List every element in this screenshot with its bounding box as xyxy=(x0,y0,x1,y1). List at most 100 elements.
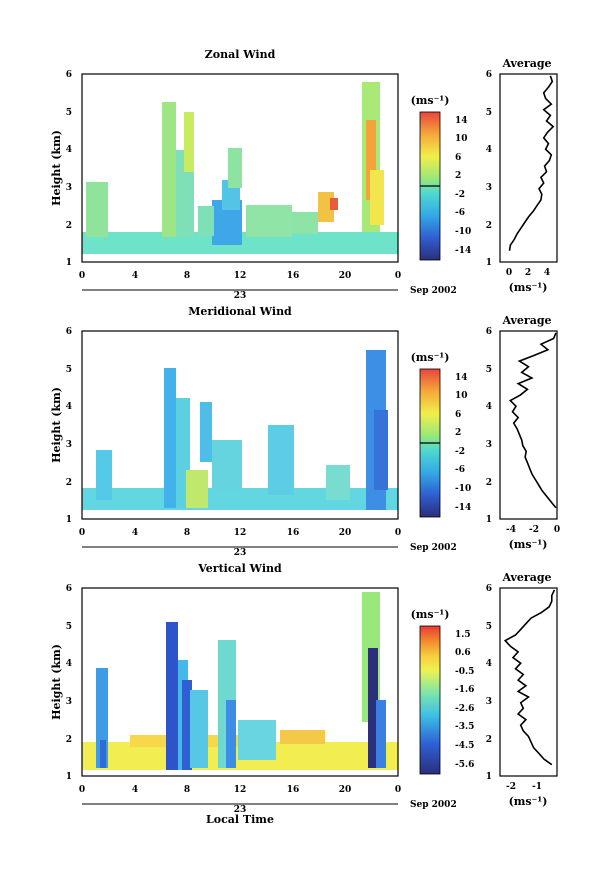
meridional-avg-profile-line xyxy=(508,332,557,509)
zonal-cb-ticks: 14 10 6 2 -2 -6 -10 -14 xyxy=(455,116,471,256)
meridional-ytick-2: 2 xyxy=(66,478,72,488)
meridional-ytick-3: 3 xyxy=(66,440,72,450)
zonal-avg-profile-line xyxy=(508,75,555,251)
vertical-avg-profile-line xyxy=(503,589,556,766)
meridional-avg-frame xyxy=(499,330,558,520)
vertical-xtick-8: 8 xyxy=(184,785,190,795)
meridional-y-ticks: 1 2 3 4 5 6 xyxy=(66,327,72,525)
vertical-x-ticks: 0 4 8 12 16 20 0 xyxy=(79,785,401,795)
meridional-wind-panel: Meridional Wind 1 2 3 4 5 6 0 4 8 xyxy=(50,305,560,558)
zonal-xtick-0: 0 xyxy=(79,271,85,281)
vertical-avg-title: Average xyxy=(501,571,551,584)
vertical-plot-frame xyxy=(81,587,399,777)
meridional-avg-title: Average xyxy=(501,314,551,327)
zonal-cb-unit: (ms⁻¹) xyxy=(411,94,450,107)
vertical-avg-yticks: 1 2 3 4 5 6 xyxy=(486,584,492,782)
vertical-day-label: 23 xyxy=(234,805,247,815)
zonal-ylabel: Height (km) xyxy=(50,130,63,206)
meridional-cbtick-5: -6 xyxy=(455,465,465,475)
meridional-xtick-16: 16 xyxy=(287,528,300,538)
zonal-ytick-2: 2 xyxy=(66,221,72,231)
vertical-xtick-16: 16 xyxy=(287,785,300,795)
meridional-ytick-4: 4 xyxy=(66,402,72,412)
vertical-ytick-6: 6 xyxy=(66,584,72,594)
meridional-xtick-20: 20 xyxy=(339,528,352,538)
zonal-xtick-8: 8 xyxy=(184,271,190,281)
zonal-day-label: 23 xyxy=(234,291,247,301)
meridional-avg-xlabel: (ms⁻¹) xyxy=(509,538,548,551)
vertical-cbtick-4: -2.6 xyxy=(455,704,474,714)
zonal-avg-ytick-1: 1 xyxy=(486,258,492,268)
vertical-y-ticks: 1 2 3 4 5 6 xyxy=(66,584,72,782)
vertical-xtick-24: 0 xyxy=(395,785,401,795)
meridional-avg-ytick-4: 4 xyxy=(486,402,492,412)
zonal-ytick-4: 4 xyxy=(66,145,72,155)
zonal-xtick-4: 4 xyxy=(132,271,138,281)
vertical-ytick-2: 2 xyxy=(66,735,72,745)
zonal-avg-xticks: 0 2 4 xyxy=(506,268,550,278)
vertical-ytick-4: 4 xyxy=(66,659,72,669)
zonal-avg-frame xyxy=(499,73,558,263)
vertical-avg-ytick-6: 6 xyxy=(486,584,492,594)
meridional-avg-yticks: 1 2 3 4 5 6 xyxy=(486,327,492,525)
vertical-ylabel: Height (km) xyxy=(50,644,63,720)
zonal-avg-yticks: 1 2 3 4 5 6 xyxy=(486,70,492,268)
vertical-xtick-12: 12 xyxy=(234,785,247,795)
zonal-xtick-24: 0 xyxy=(395,271,401,281)
vertical-title: Vertical Wind xyxy=(197,562,282,575)
meridional-avg-xtick-0: 0 xyxy=(554,525,560,535)
zonal-avg-xtick-4: 4 xyxy=(544,268,550,278)
vertical-ytick-1: 1 xyxy=(66,772,72,782)
meridional-cbtick-2: 6 xyxy=(455,410,461,420)
meridional-title: Meridional Wind xyxy=(188,305,292,318)
zonal-cbtick-4: -2 xyxy=(455,190,465,200)
vertical-cbtick-7: -5.6 xyxy=(455,760,474,770)
zonal-avg-title: Average xyxy=(501,57,551,70)
meridional-cbtick-3: 2 xyxy=(455,428,461,438)
vertical-date-label: Sep 2002 xyxy=(410,800,457,810)
zonal-cbtick-5: -6 xyxy=(455,208,465,218)
zonal-avg-ytick-5: 5 xyxy=(486,108,492,118)
vertical-colorbar xyxy=(419,625,441,775)
meridional-cbtick-4: -2 xyxy=(455,447,465,457)
meridional-cbtick-7: -14 xyxy=(455,503,471,513)
meridional-avg-xtick-m4: -4 xyxy=(506,525,516,535)
meridional-avg-xticks: -4 -2 0 xyxy=(506,525,560,535)
zonal-cbtick-2: 6 xyxy=(455,153,461,163)
zonal-date-label: Sep 2002 xyxy=(410,286,457,296)
zonal-xtick-20: 20 xyxy=(339,271,352,281)
zonal-avg-xtick-0: 0 xyxy=(506,268,512,278)
meridional-xtick-0: 0 xyxy=(79,528,85,538)
zonal-y-ticks: 1 2 3 4 5 6 xyxy=(66,70,72,268)
vertical-avg-frame xyxy=(499,587,558,777)
zonal-ytick-6: 6 xyxy=(66,70,72,80)
vertical-cbtick-2: -0.5 xyxy=(455,667,474,677)
meridional-heatmap-fill xyxy=(82,350,398,510)
vertical-cbtick-3: -1.6 xyxy=(455,685,474,695)
vertical-xlabel: Local Time xyxy=(206,813,274,826)
zonal-ytick-5: 5 xyxy=(66,108,72,118)
zonal-cbtick-1: 10 xyxy=(455,134,468,144)
vertical-ytick-3: 3 xyxy=(66,697,72,707)
vertical-avg-ytick-4: 4 xyxy=(486,659,492,669)
meridional-day-label: 23 xyxy=(234,548,247,558)
vertical-cb-ticks: 1.5 0.6 -0.5 -1.6 -2.6 -3.5 -4.5 -5.6 xyxy=(455,630,474,770)
vertical-avg-xtick-m1: -1 xyxy=(532,782,542,792)
zonal-ytick-1: 1 xyxy=(66,258,72,268)
meridional-ylabel: Height (km) xyxy=(50,387,63,463)
vertical-xtick-0: 0 xyxy=(79,785,85,795)
vertical-avg-ytick-1: 1 xyxy=(486,772,492,782)
meridional-avg-ytick-6: 6 xyxy=(486,327,492,337)
vertical-cb-unit: (ms⁻¹) xyxy=(411,608,450,621)
meridional-cb-unit: (ms⁻¹) xyxy=(411,351,450,364)
vertical-cbtick-5: -3.5 xyxy=(455,722,474,732)
zonal-ytick-3: 3 xyxy=(66,183,72,193)
meridional-avg-ytick-5: 5 xyxy=(486,365,492,375)
vertical-avg-xtick-m2: -2 xyxy=(506,782,516,792)
zonal-avg-ytick-2: 2 xyxy=(486,221,492,231)
meridional-xtick-4: 4 xyxy=(132,528,138,538)
meridional-ytick-1: 1 xyxy=(66,515,72,525)
zonal-cbtick-0: 14 xyxy=(455,116,468,126)
zonal-avg-ytick-4: 4 xyxy=(486,145,492,155)
zonal-avg-ytick-6: 6 xyxy=(486,70,492,80)
